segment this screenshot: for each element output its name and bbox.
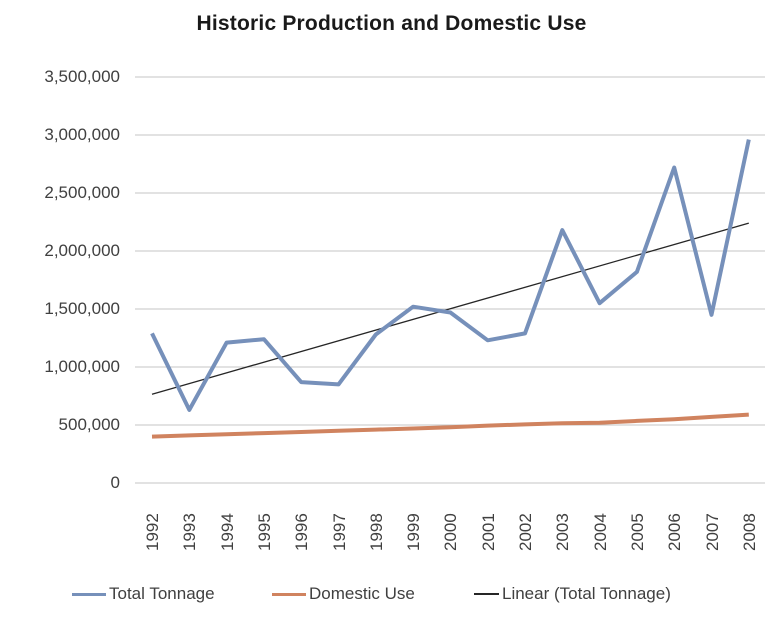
x-tick-label: 1992 bbox=[143, 513, 162, 551]
x-tick-label: 1994 bbox=[217, 513, 237, 551]
y-tick-label: 1,000,000 bbox=[44, 357, 120, 376]
x-tick-label: 2006 bbox=[665, 513, 685, 551]
y-tick-label: 2,000,000 bbox=[44, 241, 120, 260]
x-tick-label: 1998 bbox=[366, 513, 386, 551]
y-tick-label: 1,500,000 bbox=[44, 299, 120, 318]
legend-label-total-tonnage: Total Tonnage bbox=[109, 584, 215, 603]
total-tonnage-line bbox=[150, 139, 751, 412]
trendline-linear-total-tonnage bbox=[151, 222, 749, 395]
y-tick-label: 3,000,000 bbox=[44, 125, 120, 144]
x-tick-label: 1996 bbox=[292, 513, 312, 551]
x-tick-label: 2001 bbox=[478, 513, 498, 551]
y-tick-label: 0 bbox=[110, 473, 120, 492]
x-tick-label: 1993 bbox=[180, 513, 200, 551]
total-tonnage-line-swatch bbox=[72, 592, 106, 596]
x-tick-label: 2004 bbox=[590, 513, 610, 551]
y-tick-label: 500,000 bbox=[58, 415, 120, 434]
x-tick-label: 2005 bbox=[627, 513, 647, 551]
x-tick-label: 1995 bbox=[254, 513, 274, 551]
legend-item-total-tonnage: Total Tonnage bbox=[72, 581, 215, 607]
x-tick-label: 2008 bbox=[739, 513, 759, 551]
chart-title: Historic Production and Domestic Use bbox=[196, 12, 587, 35]
domestic-use-line bbox=[151, 412, 749, 439]
legend-item-domestic-use: Domestic Use bbox=[272, 581, 415, 607]
x-tick-label: 2007 bbox=[702, 513, 722, 551]
y-tick-label: 2,500,000 bbox=[44, 183, 120, 202]
domestic-use-line-swatch bbox=[272, 592, 306, 596]
legend-label-linear-trendline: Linear (Total Tonnage) bbox=[502, 584, 671, 603]
x-tick-label: 2002 bbox=[516, 513, 535, 551]
x-tick-label: 2003 bbox=[553, 513, 573, 551]
legend-item-linear-trendline: Linear (Total Tonnage) bbox=[474, 581, 671, 607]
x-tick-label: 1997 bbox=[329, 513, 349, 551]
x-tick-label: 1999 bbox=[404, 513, 424, 551]
trendline-swatch bbox=[474, 593, 499, 595]
x-tick-label: 2000 bbox=[441, 513, 461, 551]
y-tick-label: 3,500,000 bbox=[44, 67, 120, 86]
legend: Total Tonnage Domestic Use Linear (Total… bbox=[0, 581, 783, 607]
legend-label-domestic-use: Domestic Use bbox=[309, 584, 415, 603]
